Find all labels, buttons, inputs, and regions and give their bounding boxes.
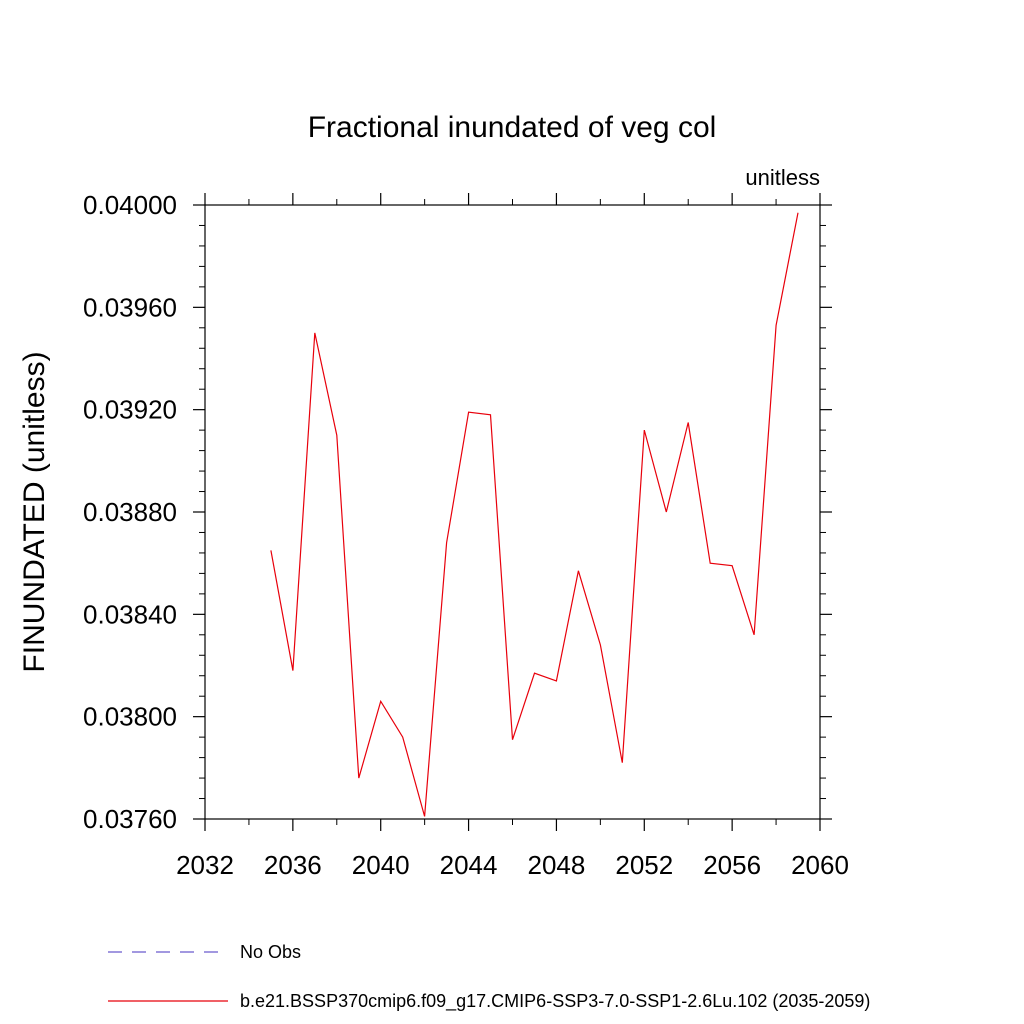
plot-frame [204, 204, 821, 820]
y-tick-label: 0.03880 [83, 497, 177, 527]
y-axis: 0.03760 0.03800 0.03840 0.03880 0.03920 0.039… [83, 190, 832, 834]
y-tick-label: 0.04000 [83, 190, 177, 220]
x-tick-label: 2032 [176, 850, 234, 880]
x-tick-label: 2056 [703, 850, 761, 880]
y-tick-label: 0.03920 [83, 395, 177, 425]
plot-area [270, 212, 799, 817]
x-tick-label: 2044 [440, 850, 498, 880]
x-tick-label: 2060 [791, 850, 849, 880]
units-label: unitless [745, 165, 820, 190]
y-tick-label: 0.03760 [83, 804, 177, 834]
legend-label: b.e21.BSSP370cmip6.f09_g17.CMIP6-SSP3-7.… [240, 991, 870, 1012]
legend: No Obs b.e21.BSSP370cmip6.f09_g17.CMIP6-S… [108, 942, 870, 1012]
y-axis-label: FINUNDATED (unitless) [18, 351, 51, 672]
x-tick-label: 2048 [528, 850, 586, 880]
y-tick-label: 0.03960 [83, 292, 177, 322]
x-tick-label: 2052 [615, 850, 673, 880]
y-tick-label: 0.03840 [83, 599, 177, 629]
x-axis: 2032 2036 2040 2044 2048 2052 2056 2060 [176, 193, 849, 880]
y-tick-label: 0.03800 [83, 702, 177, 732]
x-tick-label: 2040 [352, 850, 410, 880]
x-tick-label: 2036 [264, 850, 322, 880]
legend-label: No Obs [240, 942, 301, 962]
chart-title: Fractional inundated of veg col [308, 111, 717, 144]
series-line [270, 212, 799, 817]
